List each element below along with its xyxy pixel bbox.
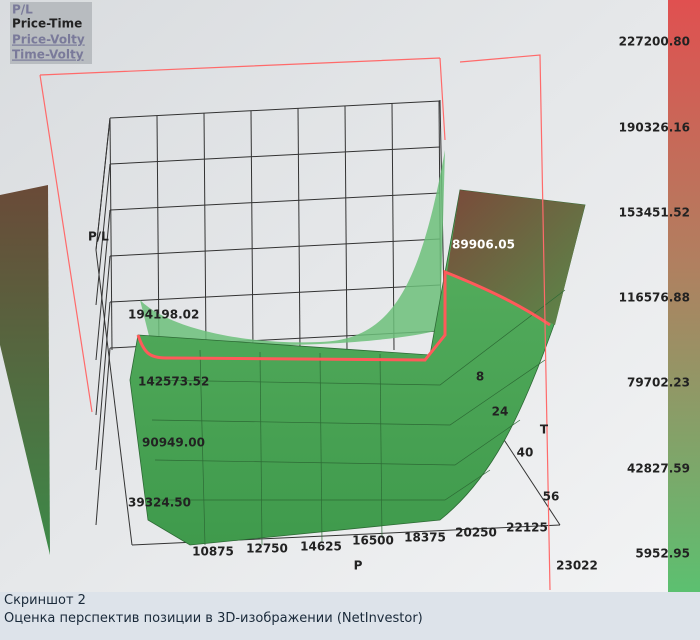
colorbar-label: 42827.59 [627,462,690,476]
menu-item[interactable]: P/L [12,3,33,17]
menu: P/L Price-Time Price-Volty Time-Volty [10,2,92,64]
x-label: 10875 [192,545,234,559]
marker-label: 89906.05 [452,238,515,252]
plot-view: P/L Price-Time Price-Volty Time-Volty 22… [0,0,700,592]
grid-line [203,112,207,351]
colorbar-label: 227200.80 [619,35,690,49]
menu-box [10,2,92,64]
grid-line [109,100,441,119]
caption: Скриншот 2 Оценка перспектив позиции в 3… [0,592,700,640]
back-surface [140,150,445,346]
section-line [136,269,551,362]
grid-line [109,146,441,165]
grid-line [95,301,111,471]
caption-line: Скриншот 2 [4,593,86,608]
axis-labels: P/L 194198.02 142573.52 90949.00 39324.5… [88,230,598,573]
y-label: 24 [492,405,509,419]
surface-high [447,190,585,325]
z-label: 90949.00 [142,436,205,450]
colorbar [668,0,700,592]
grid-line [95,209,111,361]
colorbar-labels: 227200.80 190326.16 153451.52 116576.88 … [619,35,690,561]
grid-line [109,192,441,211]
z-label: 194198.02 [128,308,199,322]
z-label: 142573.52 [138,375,209,389]
y-label: 40 [517,446,534,460]
section-plane [39,54,551,591]
colorbar-label: 153451.52 [619,206,690,220]
y-label: 8 [476,370,484,384]
grid-line [95,347,111,526]
grid-line [344,105,348,351]
grid-line [95,255,111,416]
x-label: 20250 [455,526,497,540]
y-axis-title: T [540,423,549,437]
grid [95,99,561,546]
x-label: 14625 [300,540,342,554]
x-label: 12750 [246,542,288,556]
grid-line [156,115,160,351]
x-label: 22125 [506,521,548,535]
grid-line [109,284,441,303]
menu-item[interactable]: Time-Volty [12,48,84,62]
caption-line: Оценка перспектив позиции в 3D-изображен… [4,611,423,626]
x-label: 16500 [352,534,394,548]
y-label: 56 [543,490,560,504]
slab [0,185,50,555]
x-label: 23022 [556,559,598,573]
colorbar-label: 79702.23 [627,376,690,390]
grid-line [109,238,441,257]
grid-line [95,163,111,306]
grid-line [297,107,301,351]
colorbar-label: 116576.88 [619,291,690,305]
grid-line [109,117,113,351]
mesh [149,289,566,546]
x-axis-title: P [354,559,363,573]
grid-line [95,117,111,251]
z-axis-title: P/L [88,230,109,244]
colorbar-label: 190326.16 [619,121,690,135]
grid-line [95,249,133,546]
grid-line [250,110,254,351]
colorbar-label: 5952.95 [635,547,690,561]
menu-item[interactable]: Price-Volty [12,33,85,47]
menu-item[interactable]: Price-Time [12,17,82,31]
x-label: 18375 [404,531,446,545]
z-label: 39324.50 [128,496,191,510]
